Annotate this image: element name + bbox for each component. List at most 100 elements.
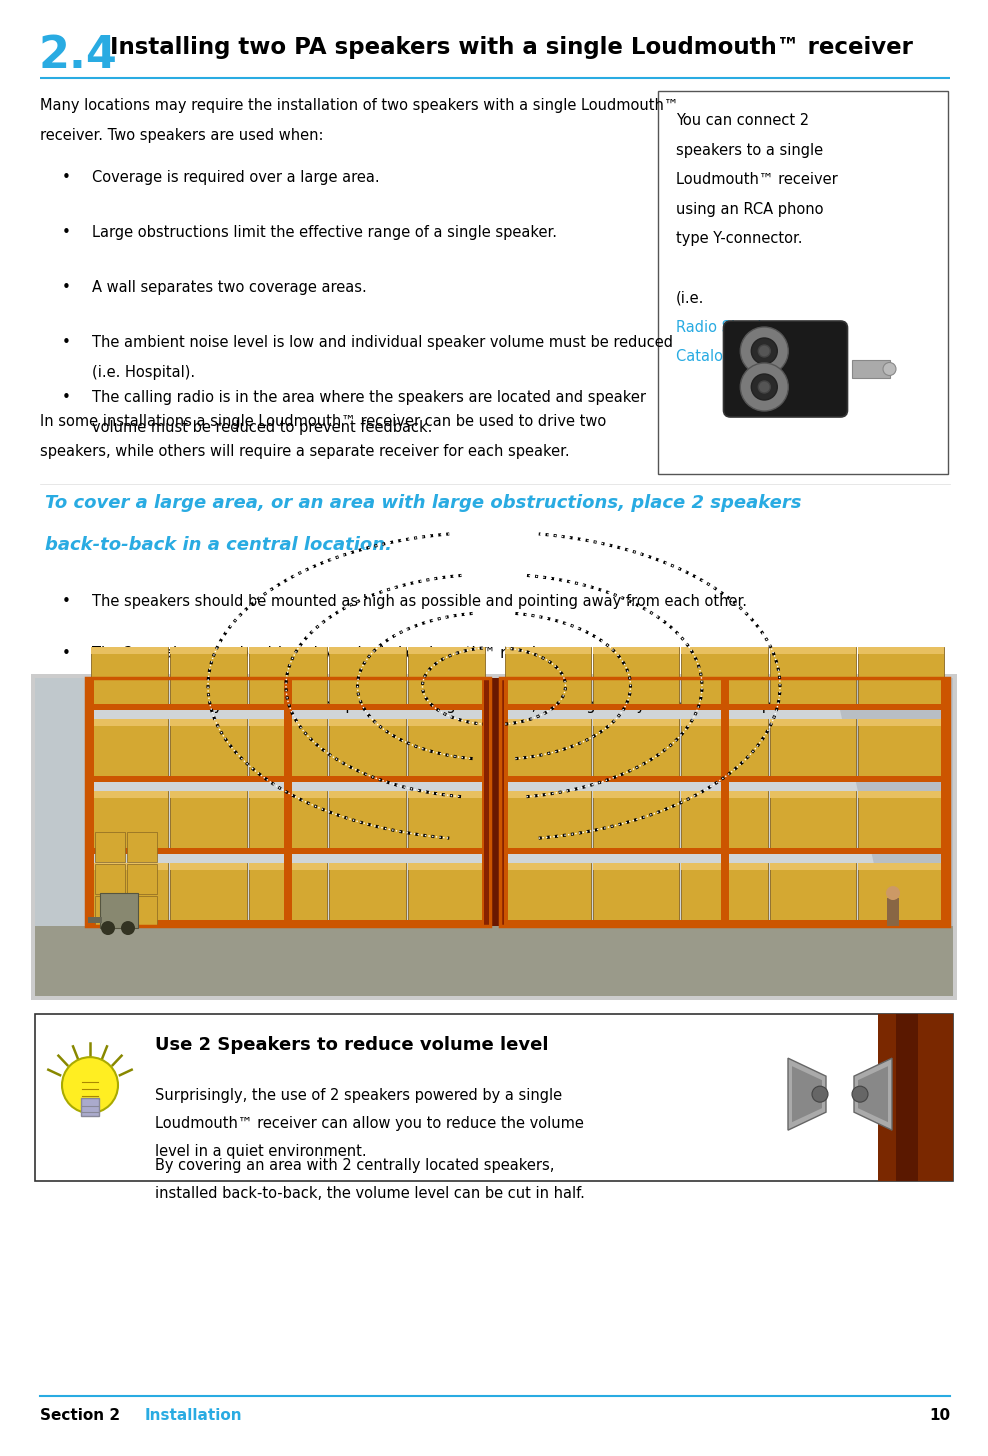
Bar	[249, 646, 327, 654]
Circle shape	[740, 328, 788, 376]
Bar	[770, 791, 856, 798]
Bar	[35, 926, 953, 996]
Circle shape	[812, 1086, 828, 1102]
Bar	[858, 863, 944, 922]
Circle shape	[740, 363, 788, 411]
Bar	[35, 678, 90, 996]
Bar	[505, 719, 591, 778]
Text: (i.e.: (i.e.	[676, 290, 704, 304]
Bar	[90, 776, 486, 782]
Text: Installation: Installation	[145, 1408, 243, 1423]
Bar	[682, 791, 768, 798]
Text: A wall separates two coverage areas.: A wall separates two coverage areas.	[92, 280, 367, 296]
Bar	[88, 917, 102, 923]
Bar	[329, 719, 406, 727]
Bar	[170, 719, 247, 778]
Bar	[90, 920, 486, 926]
Text: using an RCA phono: using an RCA phono	[676, 201, 824, 217]
Bar	[770, 719, 856, 727]
Bar	[505, 791, 591, 798]
Text: Section 2: Section 2	[40, 1408, 121, 1423]
Text: volume must be reduced to prevent feedback.: volume must be reduced to prevent feedba…	[92, 419, 433, 435]
Bar	[858, 719, 944, 778]
Text: back-to-back in a central location.: back-to-back in a central location.	[45, 536, 392, 553]
Text: •: •	[62, 697, 71, 713]
Text: 2.4: 2.4	[38, 33, 117, 77]
Text: You can connect 2: You can connect 2	[676, 114, 809, 128]
Bar	[170, 791, 247, 798]
Bar	[91, 719, 168, 727]
Bar	[329, 863, 406, 922]
Bar	[593, 863, 680, 922]
Circle shape	[101, 922, 115, 935]
Bar	[408, 863, 485, 922]
Bar	[35, 678, 953, 996]
Bar	[505, 791, 591, 850]
Bar	[593, 646, 680, 706]
Bar	[408, 791, 485, 850]
Bar	[91, 863, 168, 871]
Bar	[770, 646, 856, 706]
Bar	[329, 646, 406, 706]
Text: The speakers should be mounted as high as possible and pointing away from each o: The speakers should be mounted as high a…	[92, 594, 747, 609]
Bar	[505, 863, 591, 922]
Text: installed back-to-back, the volume level can be cut in half.: installed back-to-back, the volume level…	[155, 1187, 585, 1201]
Bar	[858, 863, 944, 871]
Polygon shape	[854, 1059, 892, 1130]
Bar	[170, 646, 247, 706]
Text: Large obstructions limit the effective range of a single speaker.: Large obstructions limit the effective r…	[92, 226, 557, 240]
Text: •: •	[62, 170, 71, 185]
Bar	[408, 719, 485, 727]
Bar	[91, 791, 168, 798]
Bar	[682, 646, 768, 654]
Bar	[593, 646, 680, 654]
Bar	[249, 646, 327, 706]
Bar	[504, 705, 945, 711]
Text: level in a quiet environment.: level in a quiet environment.	[155, 1144, 367, 1159]
Bar	[858, 791, 944, 850]
Bar	[858, 719, 944, 727]
Circle shape	[62, 1057, 118, 1114]
Bar	[90, 705, 486, 711]
Bar	[249, 719, 327, 778]
Text: type Y-connector.: type Y-connector.	[676, 232, 802, 246]
Bar	[91, 646, 168, 706]
Bar	[127, 895, 157, 926]
Bar	[329, 791, 406, 798]
Bar	[91, 719, 168, 778]
Bar	[249, 719, 327, 727]
Text: receiver. Two speakers are used when:: receiver. Two speakers are used when:	[40, 128, 323, 143]
Bar	[887, 898, 899, 926]
Bar	[682, 646, 768, 706]
Bar	[593, 863, 680, 871]
Bar	[329, 791, 406, 850]
Bar	[408, 646, 485, 706]
Bar	[408, 646, 485, 654]
Text: To cover a large area, or an area with large obstructions, place 2 speakers: To cover a large area, or an area with l…	[45, 494, 801, 513]
Bar	[86, 678, 490, 926]
Bar	[329, 646, 406, 654]
Bar	[858, 646, 944, 706]
Circle shape	[759, 345, 771, 357]
Text: speakers to a single: speakers to a single	[676, 143, 823, 157]
Text: Loudmouth™ receiver can allow you to reduce the volume: Loudmouth™ receiver can allow you to red…	[155, 1115, 584, 1131]
Bar	[91, 863, 168, 922]
Polygon shape	[792, 1066, 822, 1123]
Bar	[35, 1013, 953, 1181]
Text: 10: 10	[929, 1408, 950, 1423]
Text: Catalog #  274-881): Catalog # 274-881)	[676, 349, 825, 364]
Text: Coverage is required over a large area.: Coverage is required over a large area.	[92, 170, 379, 185]
Text: •: •	[62, 280, 71, 296]
Bar	[593, 791, 680, 798]
Bar	[858, 791, 944, 798]
Circle shape	[751, 338, 778, 364]
Bar	[878, 1013, 953, 1181]
Bar	[249, 863, 327, 871]
Bar	[170, 863, 247, 922]
Bar	[95, 895, 125, 926]
Bar	[896, 1013, 918, 1181]
Text: The ambient noise level is low and individual speaker volume must be reduced: The ambient noise level is low and indiv…	[92, 335, 673, 349]
Bar	[505, 863, 591, 871]
Bar	[770, 719, 856, 778]
Text: The calling radio is in the area where the speakers are located and speaker: The calling radio is in the area where t…	[92, 390, 646, 405]
